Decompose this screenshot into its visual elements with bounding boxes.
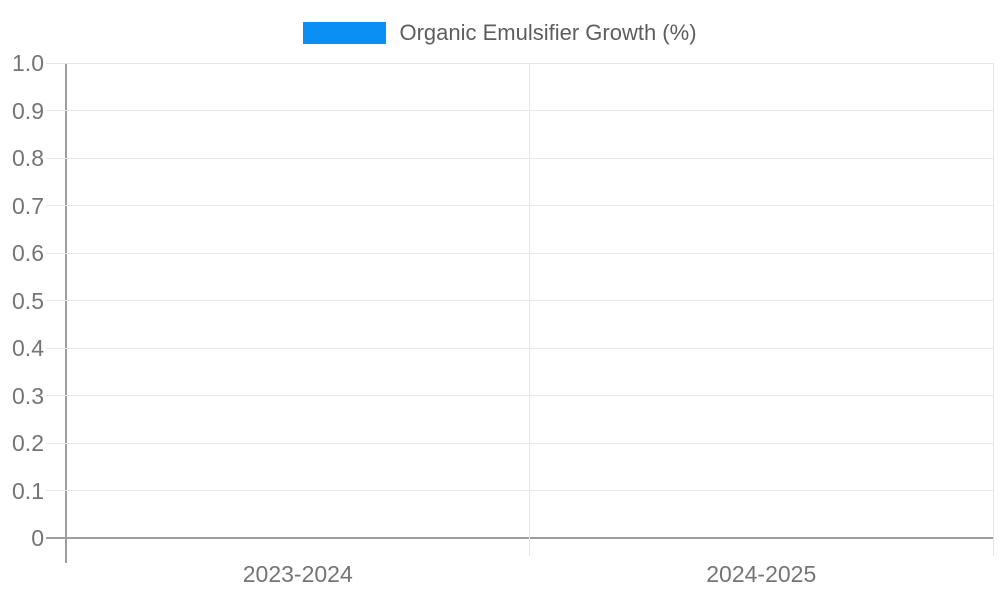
x-axis-line [46, 537, 993, 539]
y-axis-tick-label: 1.0 [12, 50, 44, 76]
x-gridline [992, 63, 994, 556]
legend[interactable]: Organic Emulsifier Growth (%) [0, 20, 1000, 46]
y-gridline [46, 252, 993, 254]
y-gridline [46, 62, 993, 64]
y-axis-tick-label: 0.2 [12, 430, 44, 456]
y-axis-tick-label: 0.1 [12, 477, 44, 504]
y-axis-tick-label: 0.5 [12, 287, 44, 314]
y-axis-line [65, 63, 67, 563]
y-gridline [46, 442, 993, 444]
y-gridline [46, 300, 993, 301]
x-gridline [529, 63, 530, 556]
y-axis-tick-label: 0.4 [12, 335, 44, 361]
x-axis-category-label: 2024-2025 [706, 561, 817, 587]
y-gridline [46, 490, 993, 491]
y-axis-tick-label: 0.8 [12, 145, 44, 171]
legend-label: Organic Emulsifier Growth (%) [399, 20, 697, 45]
y-gridline [46, 205, 993, 206]
y-gridline [46, 395, 993, 396]
y-gridline [46, 110, 993, 111]
y-axis-tick-label: 0.9 [12, 97, 44, 124]
y-axis-tick-label: 0 [31, 525, 44, 551]
legend-swatch[interactable] [303, 22, 387, 44]
y-gridline [46, 347, 993, 349]
y-axis-tick-label: 0.6 [12, 240, 44, 266]
x-axis-category-label: 2023-2024 [242, 561, 353, 587]
plot-area: 0 0.1 0.2 0.3 0.4 0.5 0.6 0.7 0.8 0.9 1.0 2023-2024… [12, 50, 994, 587]
y-axis-tick-label: 0.7 [12, 192, 44, 219]
y-gridline [46, 157, 993, 159]
y-axis-tick-label: 0.3 [12, 382, 44, 409]
